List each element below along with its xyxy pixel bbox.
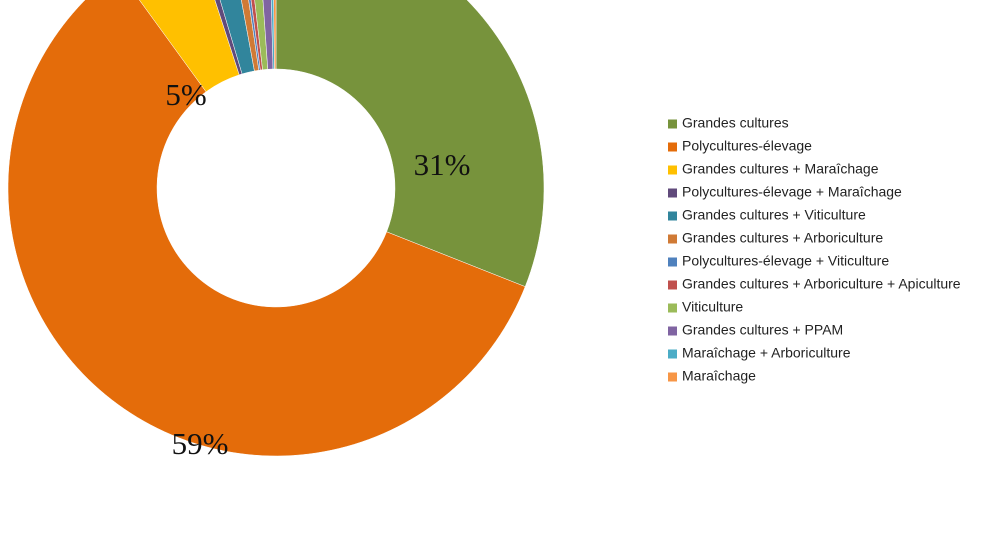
legend-swatch [668, 303, 677, 313]
legend-swatch [668, 119, 677, 129]
donut-slice [273, 0, 277, 70]
legend-label: Maraîchage + Arboriculture [682, 345, 851, 361]
legend-label: Grandes cultures + Maraîchage [682, 161, 879, 177]
data-label: 5% [165, 77, 206, 112]
legend-swatch [668, 142, 677, 152]
donut-slice [7, 0, 526, 457]
data-label: 31% [414, 147, 471, 182]
legend-label: Polycultures-élevage + Maraîchage [682, 184, 902, 200]
legend-swatch [668, 211, 677, 221]
legend-label: Grandes cultures + PPAM [682, 322, 843, 338]
donut-slice [275, 0, 545, 287]
legend-swatch [668, 280, 677, 290]
legend-swatch [668, 165, 677, 175]
legend-label: Polycultures-élevage + Viticulture [682, 253, 889, 269]
legend-swatch [668, 349, 677, 359]
donut-slice [139, 0, 240, 93]
legend-swatch [668, 257, 677, 267]
legend-swatch [668, 188, 677, 198]
legend-label: Grandes cultures + Viticulture [682, 207, 866, 223]
legend-swatch [668, 326, 677, 336]
legend-label: Maraîchage [682, 368, 756, 384]
legend-label: Polycultures-élevage [682, 138, 812, 154]
data-label: 59% [172, 426, 229, 461]
legend-label: Grandes cultures + Arboriculture [682, 230, 883, 246]
legend-label: Viticulture [682, 299, 743, 315]
legend-label: Grandes cultures [682, 115, 789, 131]
legend-swatch [668, 234, 677, 244]
legend-label: Grandes cultures + Arboriculture + Apicu… [682, 276, 961, 292]
legend-swatch [668, 372, 677, 382]
